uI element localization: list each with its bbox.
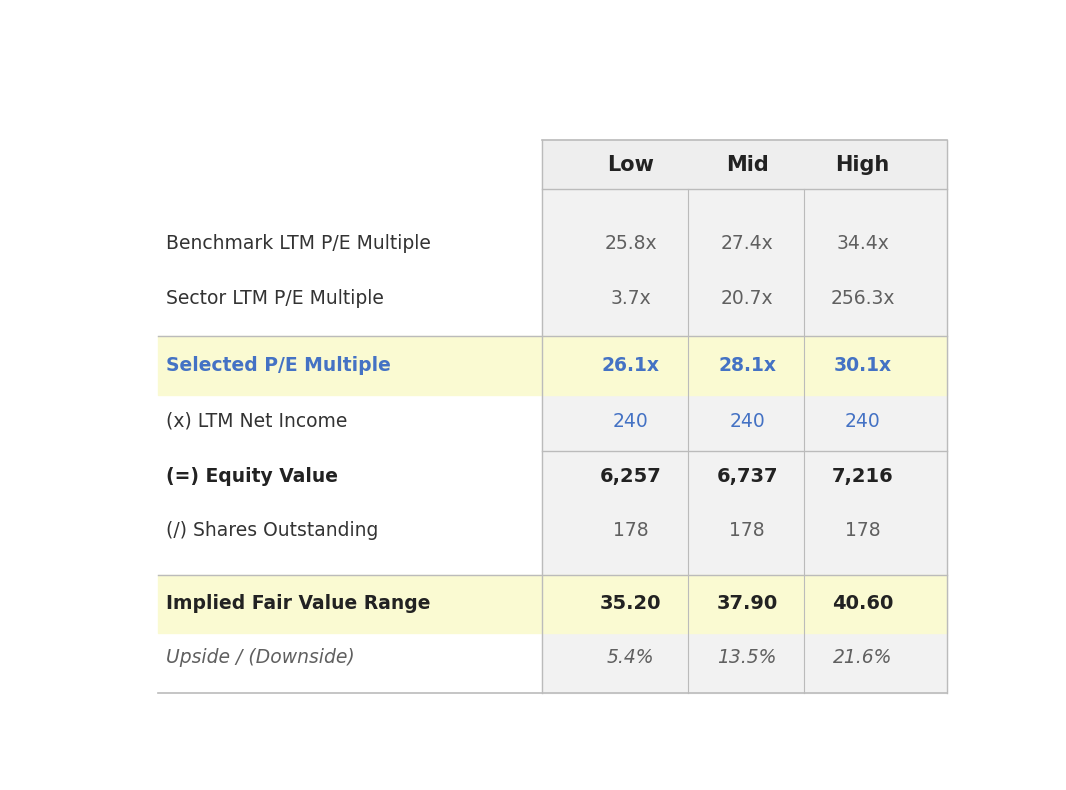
Bar	[158, 337, 947, 395]
Text: Upside / (Downside): Upside / (Downside)	[166, 648, 355, 667]
Text: 6,737: 6,737	[716, 467, 778, 486]
Bar	[543, 189, 689, 693]
Text: (x) LTM Net Income: (x) LTM Net Income	[166, 412, 348, 431]
Text: 178: 178	[845, 521, 881, 540]
Text: 5.4%: 5.4%	[607, 648, 655, 667]
Text: 28.1x: 28.1x	[718, 356, 776, 375]
Text: Implied Fair Value Range: Implied Fair Value Range	[166, 594, 431, 614]
Text: 256.3x: 256.3x	[830, 289, 895, 308]
Text: (/) Shares Outstanding: (/) Shares Outstanding	[166, 521, 378, 540]
Text: 26.1x: 26.1x	[601, 356, 660, 375]
Text: 20.7x: 20.7x	[721, 289, 774, 308]
Text: 240: 240	[845, 412, 881, 431]
Text: 27.4x: 27.4x	[721, 235, 774, 254]
Bar	[543, 141, 947, 189]
Text: 240: 240	[729, 412, 765, 431]
Text: 178: 178	[613, 521, 648, 540]
Text: 34.4x: 34.4x	[837, 235, 889, 254]
Text: 7,216: 7,216	[831, 467, 893, 486]
Text: 30.1x: 30.1x	[834, 356, 892, 375]
Text: (=) Equity Value: (=) Equity Value	[166, 467, 338, 486]
Text: Benchmark LTM P/E Multiple: Benchmark LTM P/E Multiple	[166, 235, 431, 254]
Text: Low: Low	[608, 155, 655, 175]
Text: 21.6%: 21.6%	[833, 648, 892, 667]
Text: 40.60: 40.60	[833, 594, 893, 614]
Text: 35.20: 35.20	[600, 594, 661, 614]
Text: Mid: Mid	[726, 155, 769, 175]
Text: 6,257: 6,257	[600, 467, 662, 486]
Text: Selected P/E Multiple: Selected P/E Multiple	[166, 356, 391, 375]
Text: 25.8x: 25.8x	[604, 235, 657, 254]
Bar	[804, 189, 947, 693]
Text: Sector LTM P/E Multiple: Sector LTM P/E Multiple	[166, 289, 384, 308]
Text: High: High	[836, 155, 890, 175]
Text: 13.5%: 13.5%	[717, 648, 777, 667]
Text: 37.90: 37.90	[716, 594, 778, 614]
Bar	[158, 575, 947, 633]
Text: 178: 178	[729, 521, 765, 540]
Text: 240: 240	[613, 412, 648, 431]
Text: 3.7x: 3.7x	[610, 289, 651, 308]
Bar	[689, 189, 804, 693]
